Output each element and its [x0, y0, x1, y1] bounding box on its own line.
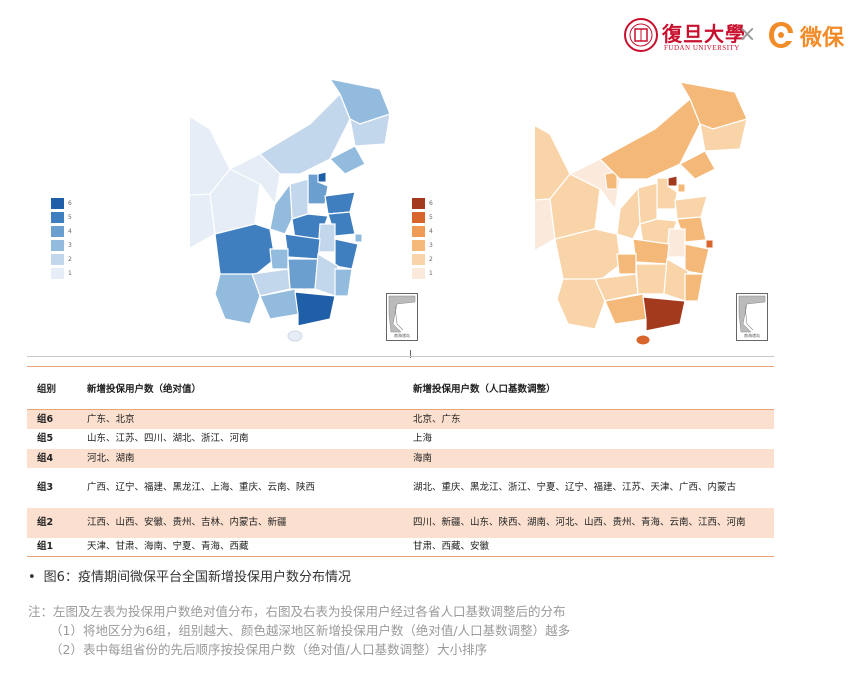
fudan-seal-icon [624, 18, 658, 52]
group-label: 组4 [27, 448, 77, 468]
inset-caption: 南海诸岛 [394, 333, 410, 338]
legend-label: 5 [68, 214, 72, 221]
absolute-cell: 山东、江苏、四川、湖北、浙江、河南 [87, 433, 249, 444]
group-label: 组1 [27, 537, 77, 557]
weibao-logo-icon [769, 22, 793, 48]
absolute-cell: 天津、甘肃、海南、宁夏、青海、西藏 [77, 537, 403, 557]
legend-label: 2 [429, 256, 433, 263]
table-row: 组1 天津、甘肃、海南、宁夏、青海、西藏 甘肃、西藏、安徽 [27, 537, 774, 557]
adjusted-cell: 甘肃、西藏、安徽 [403, 537, 774, 557]
legend-swatch [51, 226, 64, 237]
adjusted-cell: 四川、新疆、山东、陕西、湖南、河北、山西、贵州、青海、云南、江西、河南 [403, 507, 774, 538]
header-absolute: 新增投保用户数（绝对值） [77, 366, 403, 410]
legend-swatch [412, 240, 425, 251]
weibao-logo-text: 微保 [800, 26, 845, 51]
legend-swatch [412, 198, 425, 209]
legend-swatch [51, 198, 64, 209]
adjusted-cell: 湖北、重庆、黑龙江、浙江、宁夏、辽宁、福建、江苏、天津、广西、内蒙古 [413, 482, 737, 493]
legend-label: 4 [429, 228, 433, 235]
legend-label: 3 [68, 242, 72, 249]
legend-label: 5 [429, 214, 433, 221]
table-row: 组6 广东、北京 北京、广东 [27, 409, 774, 429]
adjusted-cell: 北京、广东 [403, 409, 774, 429]
absolute-cell: 广东、北京 [77, 409, 403, 429]
south-china-sea-inset-left: 南海诸岛 [386, 293, 418, 341]
header-group: 组别 [27, 366, 77, 410]
legend-swatch [51, 254, 64, 265]
china-map-orange [444, 81, 748, 346]
absolute-cell: 河北、湖南 [77, 448, 403, 468]
legend-swatch [412, 268, 425, 279]
china-map-blue [109, 78, 391, 342]
legend-label: 1 [68, 270, 72, 277]
legend-swatch [51, 212, 64, 223]
header-adjusted: 新增投保用户数（人口基数调整） [403, 366, 774, 410]
group-label: 组3 [37, 482, 54, 493]
inset-caption: 南海诸岛 [744, 333, 760, 338]
legend-label: 1 [429, 270, 433, 277]
legend-label: 6 [429, 200, 433, 207]
legend-swatch [412, 254, 425, 265]
figure-caption: • 图6：疫情期间微保平台全国新增投保用户数分布情况 [28, 566, 351, 585]
map-absolute [109, 74, 391, 344]
fudan-logo-english: FUDAN UNIVERSITY [664, 44, 740, 52]
adjusted-cell: 上海 [413, 433, 433, 444]
group-label: 组5 [37, 433, 54, 444]
legend-label: 6 [68, 200, 72, 207]
caption-bullet: • [28, 570, 36, 585]
legend-left: 6 5 4 3 2 1 [51, 198, 81, 288]
section-divider [27, 356, 774, 357]
legend-swatch [412, 226, 425, 237]
legend-label: 4 [68, 228, 72, 235]
group-table: 组别 新增投保用户数（绝对值） 新增投保用户数（人口基数调整） 组6 广东、北京… [27, 366, 774, 557]
legend-swatch [412, 212, 425, 223]
group-label: 组2 [27, 507, 77, 538]
note-line-2: （1）将地区分为6组，组别越大、颜色越深地区新增投保用户数（绝对值/人口基数调整… [50, 623, 571, 638]
south-china-sea-inset-right: 南海诸岛 [736, 293, 768, 341]
caption-text: 图6：疫情期间微保平台全国新增投保用户数分布情况 [43, 570, 351, 585]
table-row: 组5 山东、江苏、四川、湖北、浙江、河南 上海 [27, 429, 774, 449]
legend-swatch [51, 268, 64, 279]
legend-right: 6 5 4 3 2 1 [412, 198, 442, 288]
table-row: 组3 广西、辽宁、福建、黑龙江、上海、重庆、云南、陕西 湖北、重庆、黑龙江、浙江… [27, 468, 774, 508]
inset-map-icon [388, 295, 416, 333]
fudan-logo-text: 復旦大學 [662, 22, 746, 46]
adjusted-cell: 海南 [403, 448, 774, 468]
absolute-cell: 广西、辽宁、福建、黑龙江、上海、重庆、云南、陕西 [87, 482, 316, 493]
table-row: 组4 河北、湖南 海南 [27, 448, 774, 468]
partnership-cross: × [738, 22, 757, 47]
header-logos: 復旦大學 FUDAN UNIVERSITY × 微保 [620, 14, 850, 58]
table-header-row: 组别 新增投保用户数（绝对值） 新增投保用户数（人口基数调整） [27, 366, 774, 410]
table-row: 组2 江西、山西、安徽、贵州、吉林、内蒙古、新疆 四川、新疆、山东、陕西、湖南、… [27, 507, 774, 538]
group-label: 组6 [27, 409, 77, 429]
inset-map-icon [738, 295, 766, 333]
legend-label: 2 [68, 256, 72, 263]
note-line-3: （2）表中每组省份的先后顺序按投保用户数（绝对值/人口基数调整）大小排序 [50, 642, 488, 657]
note-line-1: 注：左图及左表为投保用户数绝对值分布，右图及右表为投保用户经过各省人口基数调整后… [28, 604, 566, 619]
map-adjusted [444, 74, 755, 349]
legend-swatch [51, 240, 64, 251]
legend-label: 3 [429, 242, 433, 249]
absolute-cell: 江西、山西、安徽、贵州、吉林、内蒙古、新疆 [77, 507, 403, 538]
center-tick [410, 350, 411, 358]
